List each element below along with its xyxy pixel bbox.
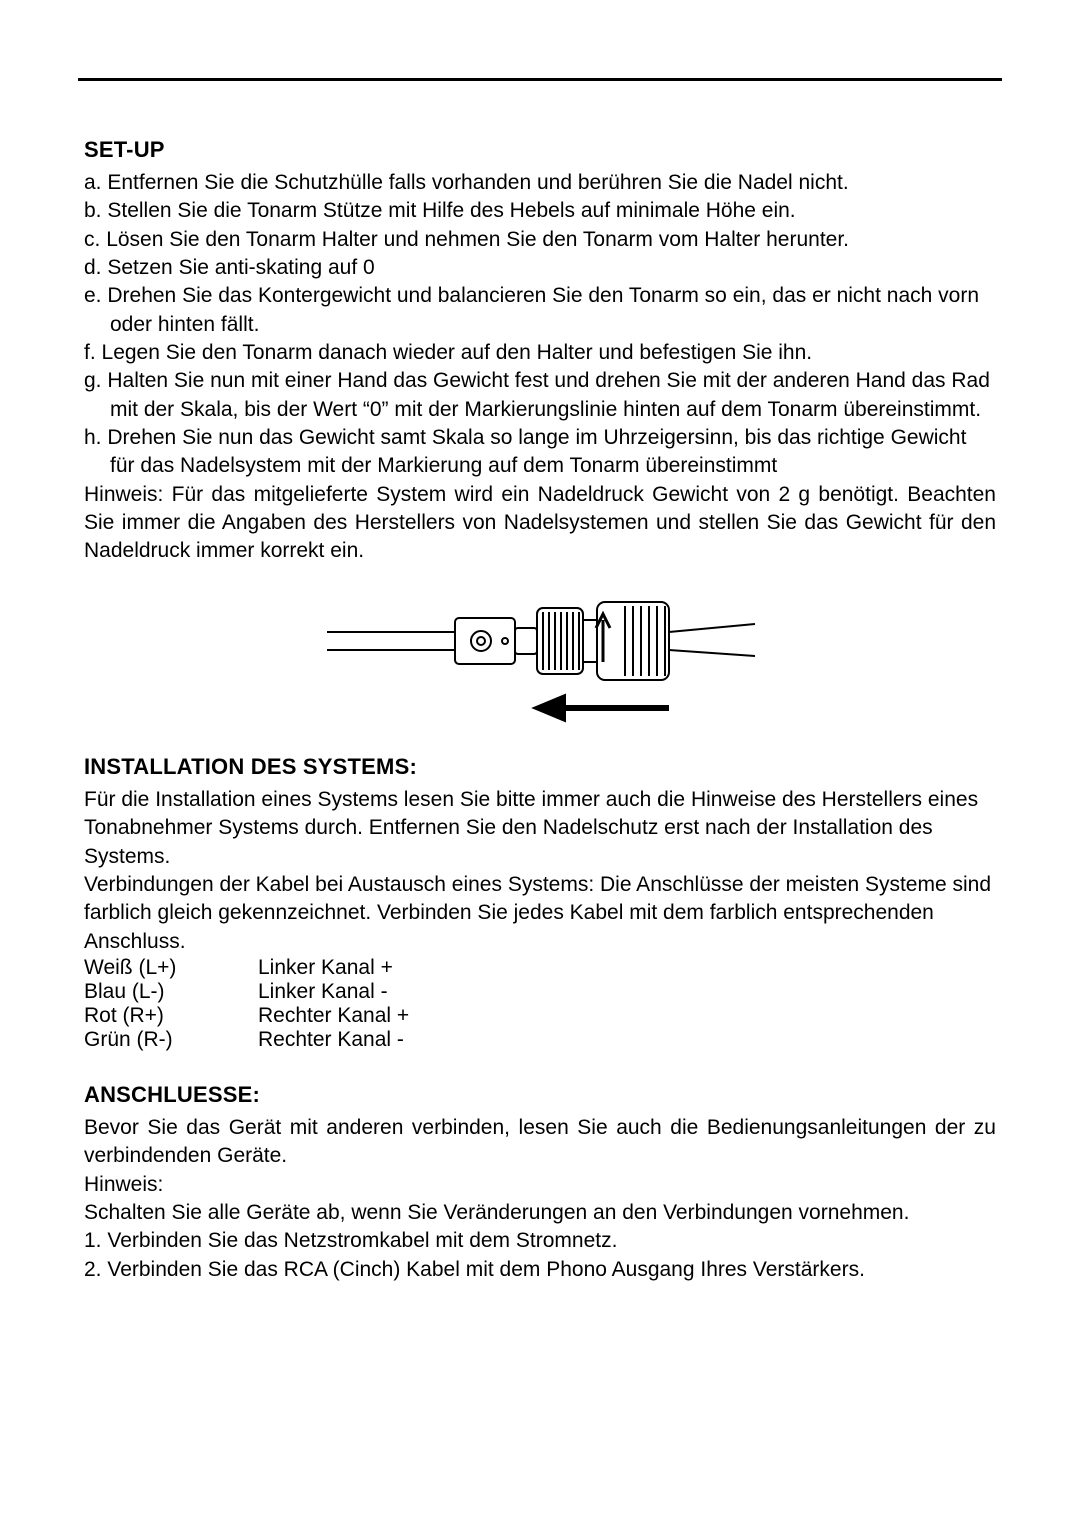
- setup-text: Drehen Sie das Kontergewicht und balanci…: [107, 284, 979, 335]
- setup-marker: d.: [84, 256, 102, 279]
- wire-channel: Rechter Kanal -: [258, 1028, 996, 1052]
- install-para-1: Für die Installation eines Systems lesen…: [84, 786, 996, 871]
- setup-text: Setzen Sie anti-skating auf 0: [107, 256, 374, 279]
- wire-label: Weiß (L+): [84, 956, 258, 980]
- install-title: INSTALLATION DES SYSTEMS:: [84, 754, 996, 780]
- connections-body: Bevor Sie das Gerät mit anderen verbinde…: [84, 1114, 996, 1284]
- setup-text: Stellen Sie die Tonarm Stütze mit Hilfe …: [107, 199, 795, 222]
- connections-step-2: 2. Verbinden Sie das RCA (Cinch) Kabel m…: [84, 1256, 996, 1284]
- wire-channel: Rechter Kanal +: [258, 1004, 996, 1028]
- setup-item-h: h. Drehen Sie nun das Gewicht samt Skala…: [84, 424, 996, 481]
- setup-note: Hinweis: Für das mitgelieferte System wi…: [84, 481, 996, 566]
- setup-item-f: f. Legen Sie den Tonarm danach wieder au…: [84, 339, 996, 367]
- install-para-2: Verbindungen der Kabel bei Austausch ein…: [84, 871, 996, 956]
- counterweight-diagram-svg: [325, 584, 755, 732]
- counterweight-diagram: [84, 584, 996, 732]
- setup-item-a: a. Entfernen Sie die Schutzhülle falls v…: [84, 169, 996, 197]
- setup-item-b: b. Stellen Sie die Tonarm Stütze mit Hil…: [84, 197, 996, 225]
- connections-step-1: 1. Verbinden Sie das Netzstromkabel mit …: [84, 1227, 996, 1255]
- connections-steps: 1. Verbinden Sie das Netzstromkabel mit …: [84, 1227, 996, 1284]
- step-marker: 2.: [84, 1258, 102, 1281]
- connections-section: ANSCHLUESSE: Bevor Sie das Gerät mit and…: [84, 1082, 996, 1284]
- setup-list: a. Entfernen Sie die Schutzhülle falls v…: [84, 169, 996, 481]
- top-rule: [78, 78, 1002, 81]
- setup-text: Drehen Sie nun das Gewicht samt Skala so…: [107, 426, 966, 477]
- setup-text: Entfernen Sie die Schutzhülle falls vorh…: [107, 171, 848, 194]
- setup-marker: b.: [84, 199, 102, 222]
- step-text: Verbinden Sie das RCA (Cinch) Kabel mit …: [107, 1258, 865, 1281]
- setup-text: Lösen Sie den Tonarm Halter und nehmen S…: [106, 228, 849, 251]
- setup-title: SET-UP: [84, 137, 996, 163]
- setup-text: Legen Sie den Tonarm danach wieder auf d…: [102, 341, 813, 364]
- step-text: Verbinden Sie das Netzstromkabel mit dem…: [107, 1229, 617, 1252]
- step-marker: 1.: [84, 1229, 102, 1252]
- setup-item-g: g. Halten Sie nun mit einer Hand das Gew…: [84, 367, 996, 424]
- wire-label: Blau (L-): [84, 980, 258, 1004]
- page: SET-UP a. Entfernen Sie die Schutzhülle …: [0, 0, 1080, 1527]
- wire-label: Grün (R-): [84, 1028, 258, 1052]
- setup-item-d: d. Setzen Sie anti-skating auf 0: [84, 254, 996, 282]
- setup-marker: g.: [84, 369, 102, 392]
- connections-title: ANSCHLUESSE:: [84, 1082, 996, 1108]
- wire-color-table: Weiß (L+) Linker Kanal + Blau (L-) Linke…: [84, 956, 996, 1052]
- install-body: Für die Installation eines Systems lesen…: [84, 786, 996, 1052]
- setup-marker: f.: [84, 341, 96, 364]
- setup-marker: c.: [84, 228, 100, 251]
- wire-channel: Linker Kanal -: [258, 980, 996, 1004]
- setup-item-e: e. Drehen Sie das Kontergewicht und bala…: [84, 282, 996, 339]
- setup-marker: e.: [84, 284, 102, 307]
- setup-text: Halten Sie nun mit einer Hand das Gewich…: [107, 369, 990, 420]
- setup-marker: a.: [84, 171, 102, 194]
- setup-marker: h.: [84, 426, 102, 449]
- connections-note-text: Schalten Sie alle Geräte ab, wenn Sie Ve…: [84, 1199, 996, 1227]
- connections-para-1: Bevor Sie das Gerät mit anderen verbinde…: [84, 1114, 996, 1171]
- wire-label: Rot (R+): [84, 1004, 258, 1028]
- content: SET-UP a. Entfernen Sie die Schutzhülle …: [78, 137, 1002, 1284]
- wire-channel: Linker Kanal +: [258, 956, 996, 980]
- connections-note-label: Hinweis:: [84, 1171, 996, 1199]
- setup-item-c: c. Lösen Sie den Tonarm Halter und nehme…: [84, 226, 996, 254]
